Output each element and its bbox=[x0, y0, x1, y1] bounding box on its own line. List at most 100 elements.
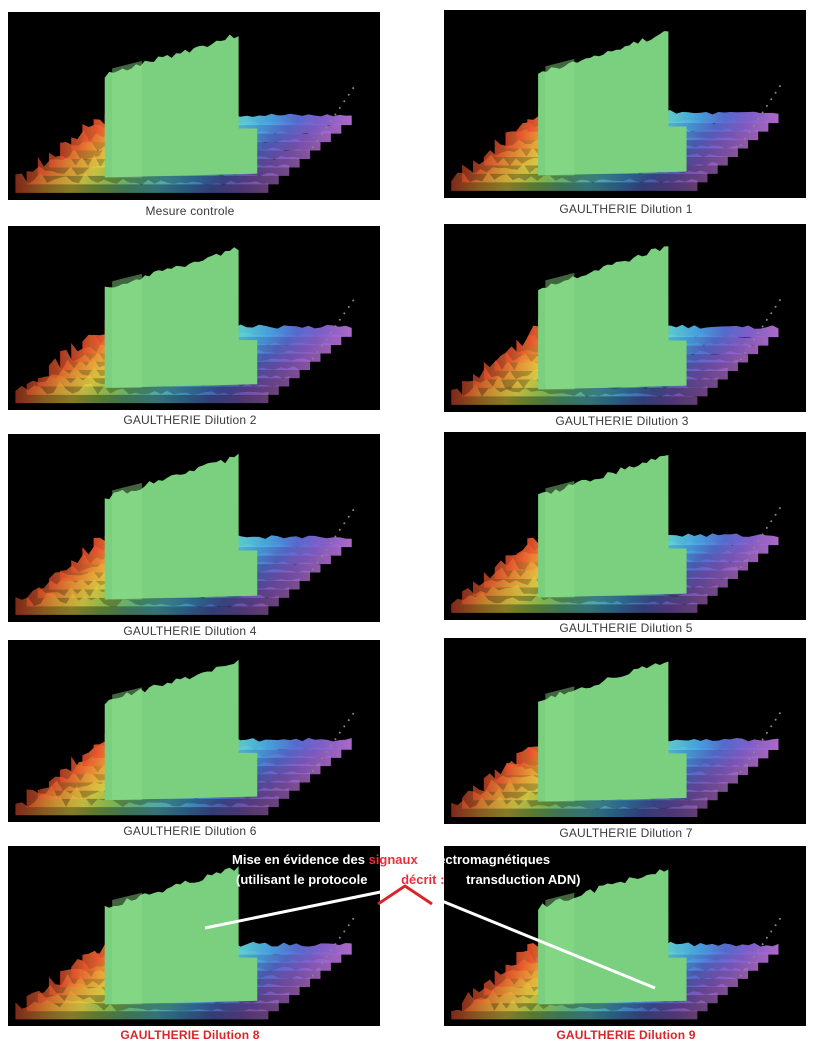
pointer-vertex bbox=[377, 884, 433, 906]
panel-caption-8: GAULTHERIE Dilution 8 bbox=[120, 1028, 260, 1042]
axis-tick bbox=[338, 731, 341, 734]
axis-tick bbox=[761, 111, 764, 114]
panel-caption-2: GAULTHERIE Dilution 2 bbox=[123, 413, 257, 427]
axis-tick bbox=[347, 306, 350, 308]
axis-tick bbox=[352, 299, 355, 302]
axis-tick bbox=[761, 533, 764, 536]
axis-tick bbox=[752, 124, 755, 127]
axis-tick bbox=[347, 924, 350, 927]
peak-face bbox=[545, 480, 575, 598]
dominant-peak bbox=[538, 455, 687, 598]
axis-tick bbox=[757, 332, 760, 334]
axis-tick bbox=[765, 318, 768, 321]
spectrum-ridge bbox=[15, 381, 269, 404]
axis-tick bbox=[748, 962, 751, 964]
axis-tick bbox=[321, 133, 323, 136]
axis-tick bbox=[321, 757, 323, 760]
spectrogram-plot-1 bbox=[451, 31, 781, 191]
panel-caption-6: GAULTHERIE Dilution 6 bbox=[123, 824, 257, 838]
spectrogram-plot-6 bbox=[15, 659, 355, 816]
axis-tick bbox=[334, 535, 337, 538]
spectrum-ridge bbox=[451, 172, 698, 191]
axis-tick bbox=[343, 725, 346, 728]
axis-tick bbox=[329, 120, 332, 122]
spectrum-ridge bbox=[15, 172, 269, 193]
spectrogram-plot-5 bbox=[451, 455, 781, 613]
spectrogram-panel-5 bbox=[444, 432, 806, 620]
panel-caption-4: GAULTHERIE Dilution 4 bbox=[123, 624, 257, 638]
axis-tick bbox=[778, 507, 781, 510]
spectrogram-plot-2 bbox=[15, 247, 355, 404]
axis-tick bbox=[748, 553, 751, 556]
axis-tick bbox=[744, 137, 747, 140]
peak-face bbox=[545, 58, 575, 176]
panel-caption-0: Mesure controle bbox=[145, 204, 235, 218]
axis-tick bbox=[343, 100, 346, 103]
spectrogram-panel-2 bbox=[8, 226, 380, 410]
spectrogram-panel-8 bbox=[8, 846, 380, 1026]
axis-tick bbox=[338, 528, 341, 531]
axis-tick bbox=[757, 540, 760, 542]
dominant-peak bbox=[104, 453, 258, 600]
dominant-peak bbox=[104, 247, 258, 388]
axis-tick bbox=[744, 968, 747, 971]
axis-tick bbox=[321, 962, 323, 964]
axis-tick bbox=[778, 712, 781, 715]
spectrum-ridge bbox=[451, 384, 698, 405]
peak-face bbox=[112, 892, 142, 1005]
panel-caption-9: GAULTHERIE Dilution 9 bbox=[556, 1028, 696, 1042]
axis-tick bbox=[316, 561, 319, 564]
dominant-peak bbox=[538, 246, 687, 390]
axis-tick bbox=[739, 770, 742, 773]
axis-tick bbox=[321, 555, 323, 558]
axis-tick bbox=[752, 751, 755, 754]
axis-tick bbox=[744, 351, 747, 354]
axis-tick bbox=[744, 764, 747, 767]
axis-tick bbox=[770, 98, 773, 101]
axis-tick bbox=[338, 318, 341, 321]
axis-tick bbox=[761, 738, 764, 741]
axis-tick bbox=[757, 949, 760, 952]
axis-tick bbox=[739, 358, 742, 361]
axis-tick bbox=[770, 930, 773, 933]
panel-caption-7: GAULTHERIE Dilution 7 bbox=[559, 826, 693, 840]
spectrum-ridge bbox=[451, 591, 698, 613]
dominant-peak bbox=[104, 659, 258, 801]
axis-tick bbox=[352, 87, 355, 90]
axis-tick bbox=[770, 312, 773, 315]
axis-tick bbox=[774, 924, 777, 927]
axis-tick bbox=[774, 305, 777, 308]
dominant-peak bbox=[538, 31, 687, 176]
annotation-text-1a: Mise en évidence des bbox=[232, 852, 365, 867]
axis-tick bbox=[739, 974, 742, 977]
annotation-text-1b: électromagnétiques bbox=[427, 852, 551, 867]
axis-tick bbox=[316, 968, 319, 971]
spectrogram-panel-3 bbox=[444, 224, 806, 412]
axis-tick bbox=[770, 520, 773, 523]
axis-tick bbox=[334, 738, 337, 741]
axis-tick bbox=[334, 113, 337, 116]
axis-tick bbox=[325, 955, 328, 958]
axis-tick bbox=[329, 542, 332, 544]
axis-tick bbox=[329, 331, 332, 334]
panel-caption-3: GAULTHERIE Dilution 3 bbox=[555, 414, 689, 428]
annotation-line-1: Mise en évidence des signaux électromagn… bbox=[232, 852, 550, 867]
axis-tick bbox=[774, 513, 777, 516]
axis-tick bbox=[770, 725, 773, 728]
axis-tick bbox=[765, 526, 768, 529]
axis-tick bbox=[757, 744, 760, 747]
peak-face bbox=[545, 686, 575, 802]
axis-tick bbox=[325, 126, 328, 129]
axis-tick bbox=[778, 917, 781, 920]
axis-tick bbox=[778, 85, 781, 88]
axis-tick bbox=[774, 91, 777, 94]
peak-face bbox=[112, 482, 142, 600]
axis-tick bbox=[765, 104, 768, 107]
axis-tick bbox=[752, 338, 755, 341]
annotation-highlight-1: signaux bbox=[368, 852, 418, 867]
axis-tick bbox=[325, 750, 328, 753]
axis-tick bbox=[312, 770, 314, 772]
axis-tick bbox=[761, 943, 764, 946]
axis-tick bbox=[739, 566, 742, 569]
spectrogram-plot-0 bbox=[15, 34, 355, 193]
